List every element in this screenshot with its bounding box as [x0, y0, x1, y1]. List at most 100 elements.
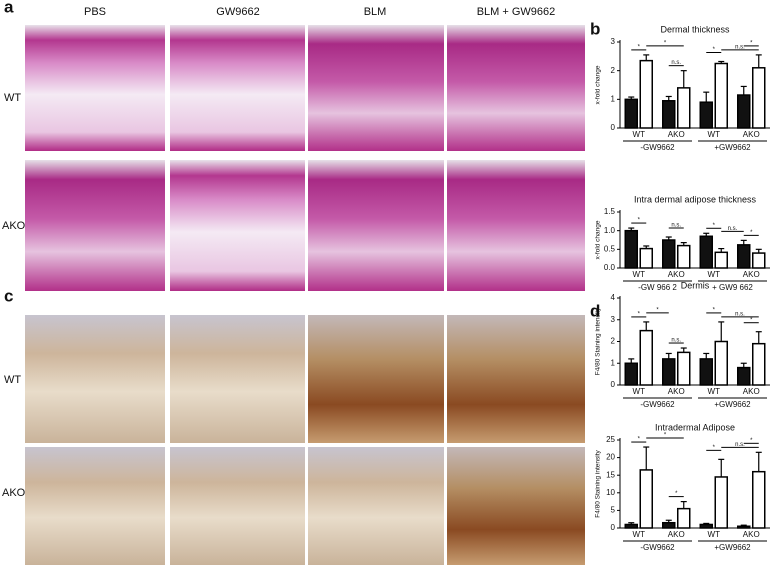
row-label: WT [4, 374, 21, 386]
bar [714, 62, 728, 129]
significance-label: * [638, 437, 641, 443]
image [25, 315, 165, 443]
significance-label: * [664, 40, 667, 46]
column-label: BLM + GW9662 [477, 6, 556, 18]
group-label: -GW9662 [640, 400, 675, 409]
image [447, 315, 585, 443]
significance-label: * [713, 47, 716, 53]
bar [737, 525, 751, 529]
bar [737, 94, 751, 129]
chart-title: Dermal thickness [660, 24, 730, 34]
chart-title: Dermis [681, 280, 710, 290]
significance-label: * [638, 218, 641, 224]
y-tick-label: 1 [611, 94, 616, 103]
y-tick-label: 10 [606, 488, 615, 497]
x-tick-label: WT [633, 270, 646, 279]
y-axis-label: F4/80 Staining intensity [595, 307, 602, 375]
significance-label: * [656, 308, 659, 314]
x-tick-label: WT [633, 130, 646, 139]
group-label: -GW 966 2 [638, 283, 677, 292]
x-tick-label: AKO [743, 530, 760, 539]
bar [737, 366, 751, 386]
column-label: BLM [364, 6, 387, 18]
image [170, 25, 305, 151]
image [447, 160, 585, 291]
image [25, 25, 165, 151]
column-label: PBS [84, 6, 106, 18]
bar [699, 523, 713, 529]
y-tick-label: 25 [606, 435, 615, 444]
group-label: +GW9662 [714, 543, 751, 552]
y-tick-label: 2 [611, 66, 616, 75]
image [447, 447, 585, 565]
y-axis-label: x-fold change [595, 65, 602, 104]
bar [677, 244, 691, 269]
significance-label: n.s. [671, 223, 681, 229]
bar [737, 244, 751, 269]
y-tick-label: 15 [606, 470, 615, 479]
micrographs [25, 25, 585, 565]
significance-label: n.s. [735, 312, 745, 318]
bar [752, 67, 766, 129]
x-tick-label: WT [633, 530, 646, 539]
bar [639, 59, 653, 129]
bar [639, 247, 653, 269]
y-tick-label: 2 [611, 337, 616, 346]
bar [662, 521, 676, 529]
bar [699, 235, 713, 269]
row-label: AKO [2, 487, 26, 499]
bar [714, 251, 728, 269]
y-tick-label: 3 [611, 37, 616, 46]
significance-label: * [750, 40, 753, 46]
significance-label: * [664, 433, 667, 439]
x-tick-label: AKO [668, 270, 685, 279]
bar [662, 100, 676, 129]
significance-label: n.s. [671, 60, 681, 66]
significance-label: * [750, 230, 753, 236]
bar [624, 98, 638, 129]
y-tick-label: 0 [611, 123, 616, 132]
chart-title: Intra dermal adipose thickness [634, 194, 757, 204]
y-tick-label: 1 [611, 358, 616, 367]
row-label: WT [4, 92, 21, 104]
x-tick-label: AKO [668, 387, 685, 396]
bar [662, 239, 676, 269]
x-tick-label: AKO [668, 130, 685, 139]
significance-label: * [638, 312, 641, 318]
bar [677, 87, 691, 129]
image [447, 25, 585, 151]
significance-label: n.s. [735, 44, 745, 50]
x-tick-label: AKO [743, 270, 760, 279]
image [170, 447, 305, 565]
bar [624, 229, 638, 269]
group-label: +GW9662 [714, 143, 751, 152]
bar [714, 476, 728, 529]
significance-label: * [713, 308, 716, 314]
significance-label: n.s. [735, 442, 745, 448]
x-tick-label: WT [633, 387, 646, 396]
row-label: AKO [2, 220, 26, 232]
bar [624, 362, 638, 386]
bar [639, 329, 653, 386]
bar [752, 470, 766, 529]
bar [752, 252, 766, 269]
bar [639, 469, 653, 529]
panel-label: a [4, 0, 14, 16]
y-tick-label: 5 [611, 506, 616, 515]
group-label: +GW9662 [714, 400, 751, 409]
bar [677, 507, 691, 529]
x-tick-label: WT [708, 387, 721, 396]
y-tick-label: 4 [611, 293, 616, 302]
bar [752, 342, 766, 386]
y-tick-label: 1.5 [604, 207, 616, 216]
group-label: -GW9662 [640, 543, 675, 552]
image [308, 160, 444, 291]
group-label: -GW9662 [640, 143, 675, 152]
image [308, 25, 444, 151]
group-label: + GW9 662 [712, 283, 753, 292]
significance-label: * [750, 317, 753, 323]
chart-title: Intradermal Adipose [655, 422, 735, 432]
bar [662, 358, 676, 386]
y-axis-label: F4/80 Staining intensity [595, 449, 602, 517]
